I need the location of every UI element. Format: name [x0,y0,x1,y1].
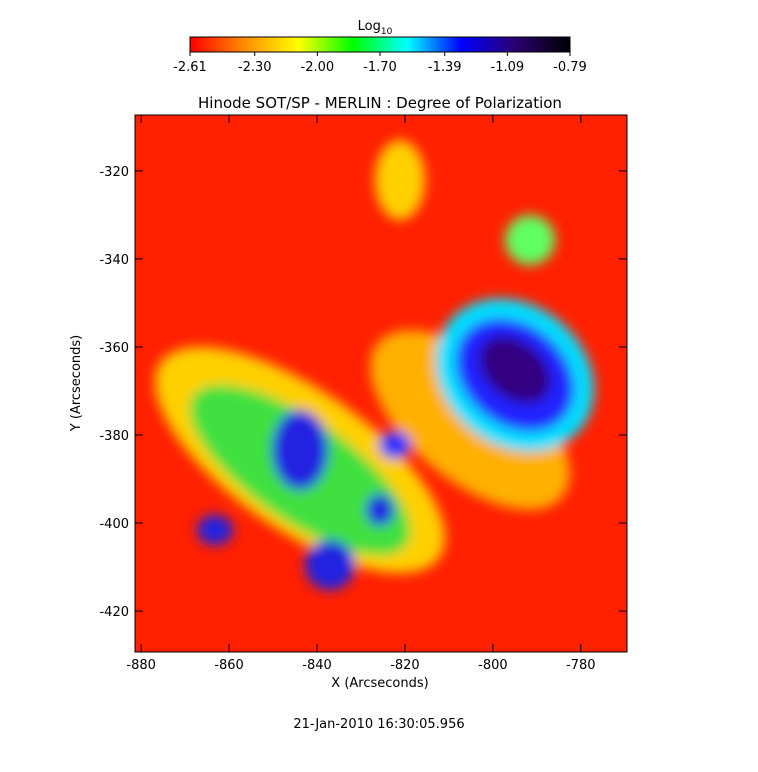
x-tick-label: -800 [478,658,508,673]
x-axis-label: X (Arcseconds) [331,676,428,691]
y-axis-label: Y (Arcseconds) [69,335,84,432]
x-tick-label: -860 [214,658,244,673]
map-feature [479,336,551,404]
y-tick-label: -380 [99,429,129,444]
colorbar-tick-label: -0.79 [553,60,587,75]
footer-timestamp: 21-Jan-2010 16:30:05.956 [293,717,464,732]
map-feature [375,140,425,220]
colorbar-tick-label: -1.70 [363,60,397,75]
colorbar-label-text: Log [358,19,381,34]
y-tick-label: -400 [99,517,129,532]
x-tick-label: -880 [126,658,156,673]
x-tick-label: -840 [302,658,332,673]
map-feature [505,215,555,265]
colorbar-tick-label: -2.00 [301,60,335,75]
map-feature [197,515,233,545]
colorbar-tick-label: -1.09 [491,60,525,75]
map-features [155,140,595,590]
plot-frame [134,114,628,653]
map-feature [379,431,411,459]
colorbar-tick-label: -2.30 [238,60,272,75]
chart-title: Hinode SOT/SP - MERLIN : Degree of Polar… [198,94,562,112]
colorbar-tick-label: -1.39 [428,60,462,75]
y-tick-label: -420 [99,605,129,620]
y-tick-label: -320 [99,165,129,180]
colorbar [189,36,571,53]
map-image [135,115,627,652]
map-feature [305,540,355,590]
colorbar-label-sub: 10 [381,27,393,37]
colorbar-label: Log10 [358,19,393,37]
x-tick-label: -780 [566,658,596,673]
colorbar-tick-label: -2.61 [173,60,207,75]
map-feature [272,410,328,490]
y-tick-label: -360 [99,341,129,356]
x-tick-label: -820 [390,658,420,673]
y-tick-label: -340 [99,253,129,268]
map-feature [366,494,394,526]
